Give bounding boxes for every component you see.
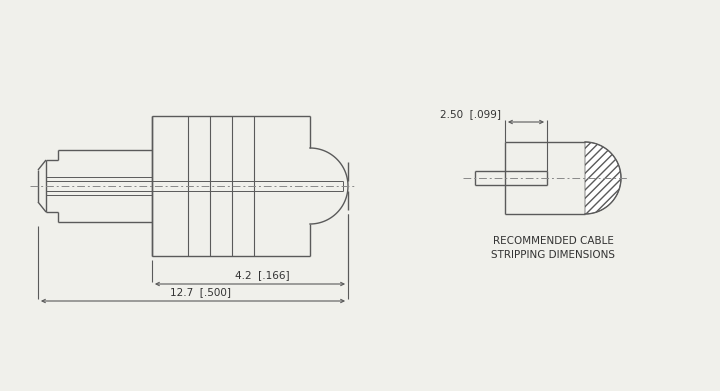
Text: RECOMMENDED CABLE: RECOMMENDED CABLE [492, 236, 613, 246]
Text: 4.2  [.166]: 4.2 [.166] [235, 270, 289, 280]
Text: STRIPPING DIMENSIONS: STRIPPING DIMENSIONS [491, 250, 615, 260]
Wedge shape [585, 142, 621, 214]
Text: 12.7  [.500]: 12.7 [.500] [171, 287, 232, 297]
Text: 2.50  [.099]: 2.50 [.099] [440, 109, 501, 119]
